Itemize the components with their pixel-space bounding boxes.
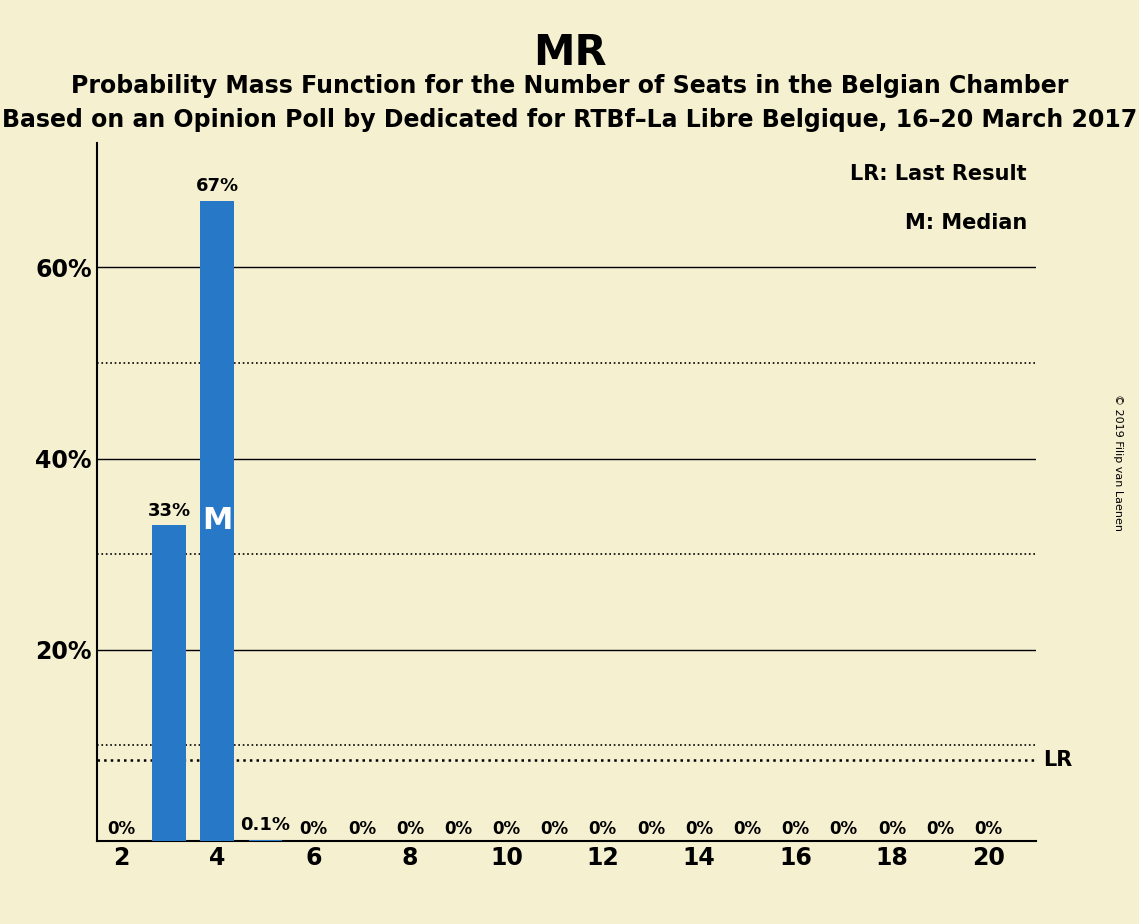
- Text: 0%: 0%: [396, 820, 424, 838]
- Text: © 2019 Filip van Laenen: © 2019 Filip van Laenen: [1114, 394, 1123, 530]
- Text: 0%: 0%: [974, 820, 1002, 838]
- Text: Based on an Opinion Poll by Dedicated for RTBf–La Libre Belgique, 16–20 March 20: Based on an Opinion Poll by Dedicated fo…: [2, 108, 1137, 132]
- Text: 0%: 0%: [300, 820, 328, 838]
- Bar: [200, 201, 235, 841]
- Text: 0%: 0%: [107, 820, 136, 838]
- Text: 0%: 0%: [492, 820, 521, 838]
- Text: LR: Last Result: LR: Last Result: [851, 164, 1027, 184]
- Bar: [153, 526, 186, 841]
- Text: LR: LR: [1043, 749, 1073, 770]
- Text: Probability Mass Function for the Number of Seats in the Belgian Chamber: Probability Mass Function for the Number…: [71, 74, 1068, 98]
- Text: MR: MR: [533, 32, 606, 74]
- Text: 0%: 0%: [734, 820, 762, 838]
- Text: 0%: 0%: [589, 820, 617, 838]
- Text: 0%: 0%: [444, 820, 473, 838]
- Text: 0%: 0%: [637, 820, 665, 838]
- Text: 0%: 0%: [347, 820, 376, 838]
- Text: 0%: 0%: [541, 820, 568, 838]
- Text: 0%: 0%: [685, 820, 713, 838]
- Text: 33%: 33%: [148, 502, 190, 519]
- Bar: [248, 840, 282, 841]
- Text: 0%: 0%: [829, 820, 858, 838]
- Text: 67%: 67%: [196, 176, 239, 195]
- Text: 0%: 0%: [926, 820, 954, 838]
- Text: 0.1%: 0.1%: [240, 816, 290, 834]
- Text: 0%: 0%: [878, 820, 906, 838]
- Text: M: M: [202, 506, 232, 535]
- Text: 0%: 0%: [781, 820, 810, 838]
- Text: M: Median: M: Median: [904, 213, 1027, 233]
